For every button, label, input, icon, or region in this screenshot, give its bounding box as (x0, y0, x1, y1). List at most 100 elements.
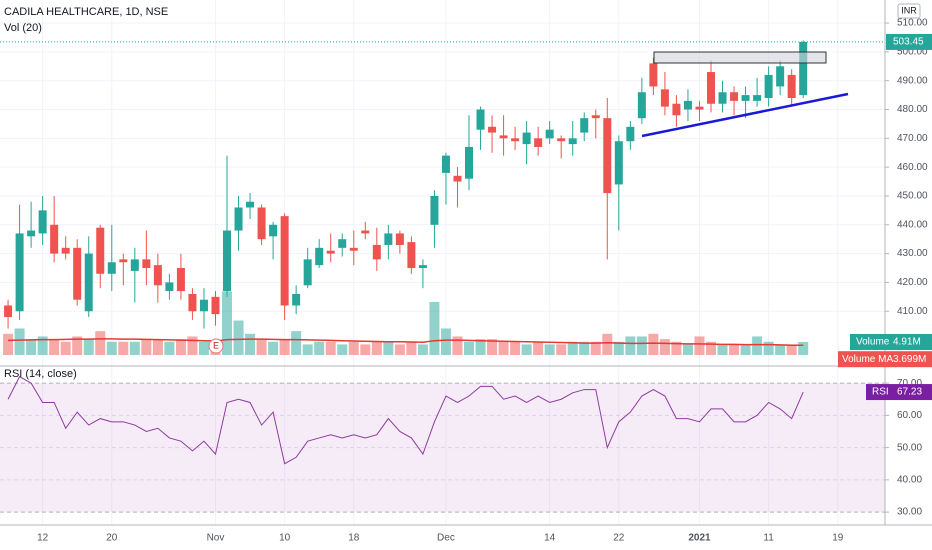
event-marker: E (213, 340, 219, 350)
candle-body (511, 138, 520, 142)
candle-body (246, 201, 255, 208)
x-tick-label: 2021 (688, 533, 711, 544)
volume-bar (671, 341, 682, 355)
y-tick-label: 450.00 (897, 191, 928, 202)
volume-bar (348, 341, 359, 355)
candle-body (534, 138, 543, 147)
candle-body (38, 210, 47, 234)
volume-bar (164, 341, 175, 355)
volume-bar (314, 341, 325, 355)
y-tick-label: 460.00 (897, 162, 928, 173)
volume-bar (763, 341, 774, 355)
candle-body (61, 247, 70, 254)
volume-bar (487, 339, 498, 355)
currency[interactable]: INR (901, 5, 917, 15)
candle-body (130, 259, 139, 271)
candle-body (430, 195, 439, 225)
trend-line (641, 92, 849, 138)
volume-bar (659, 339, 670, 355)
candle-body (303, 259, 312, 286)
volume-value: 4.91M (893, 337, 921, 348)
candle-body (165, 282, 174, 292)
volume-bar (429, 302, 440, 355)
candle-body (395, 233, 404, 245)
candle-body (614, 141, 623, 185)
y-tick-label: 470.00 (897, 133, 928, 144)
volume-bar (786, 344, 797, 355)
candle-body (338, 239, 347, 248)
candle-body (384, 233, 393, 245)
x-tick-label: 10 (279, 533, 291, 544)
volume-bar (613, 341, 624, 355)
y-tick-label: 430.00 (897, 248, 928, 259)
volume-bar (37, 336, 48, 355)
volume-bar (175, 339, 186, 355)
candle-body (580, 118, 589, 133)
volume-bar (521, 344, 532, 355)
y-tick-label: 510.00 (897, 18, 928, 29)
candle-body (753, 95, 762, 101)
x-tick-label: 19 (832, 533, 844, 544)
volume-bar (464, 341, 475, 355)
currency-box[interactable] (897, 3, 921, 19)
volume-ma-name: Volume MA (842, 354, 893, 365)
candle-body (107, 262, 116, 274)
volume-ma-value: 3.699M (893, 354, 926, 365)
candle-body (787, 74, 796, 98)
y-tick-label: 70.00 (897, 378, 922, 389)
volume-bar (245, 333, 256, 355)
volume-bar (72, 336, 83, 355)
candle-body (545, 129, 554, 139)
rsi-band (0, 383, 885, 512)
volume-bar (337, 344, 348, 355)
volume-bar (371, 341, 382, 355)
candle-body (672, 103, 681, 116)
x-tick-label: 14 (544, 533, 556, 544)
volume-bar (3, 333, 14, 355)
volume-tag-box (850, 333, 932, 350)
volume-bar (198, 341, 209, 355)
y-tick-label: 420.00 (897, 277, 928, 288)
volume-bar (129, 341, 140, 355)
volume-bar (544, 344, 555, 355)
grid (0, 0, 885, 525)
candle-body (418, 265, 427, 269)
candle-body (4, 305, 13, 318)
volume-bar (187, 336, 198, 355)
candle-body (730, 92, 739, 101)
event-marker-circle (208, 338, 224, 354)
volume-bar (440, 328, 451, 355)
candle-body (776, 66, 785, 87)
volume-bar (360, 344, 371, 355)
y-tick-label: 440.00 (897, 219, 928, 230)
volume-bar (95, 331, 106, 355)
volume-bar (579, 341, 590, 355)
marks: E (0, 40, 885, 465)
volume-bar (510, 341, 521, 355)
volume-bar (26, 339, 37, 355)
volume-bar (291, 331, 302, 355)
candle-body (211, 296, 220, 315)
candle-body (15, 233, 24, 312)
volume-bar (602, 333, 613, 355)
volume-bar (279, 339, 290, 355)
candle-body (741, 95, 750, 101)
candle-body (27, 230, 36, 237)
candle-body (269, 224, 278, 237)
candle-body (326, 250, 335, 254)
volume-bar (729, 344, 740, 355)
rsi-title: RSI (14, close) (4, 368, 77, 380)
volume-title: Vol (20) (4, 22, 42, 34)
volume-bar (475, 339, 486, 355)
candle-body (361, 230, 370, 234)
volume-bar (533, 341, 544, 355)
volume-bar (498, 341, 509, 355)
volume-bar (452, 336, 463, 355)
volume-ma-line (8, 338, 804, 346)
candle-body (591, 115, 600, 119)
volume-bar (268, 341, 279, 355)
candle-body (407, 242, 416, 269)
candle-body (142, 259, 151, 269)
volume-bar (740, 344, 751, 355)
